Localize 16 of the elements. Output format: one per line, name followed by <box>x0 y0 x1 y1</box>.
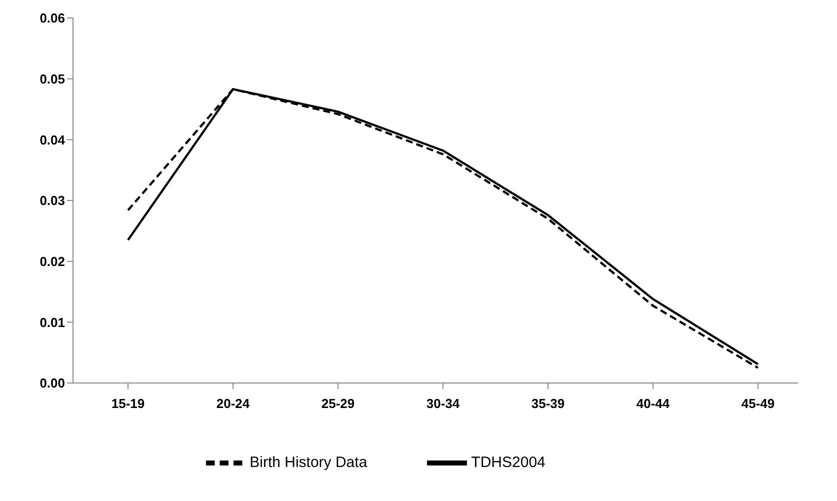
x-tick-label: 40-44 <box>636 396 670 412</box>
x-tick-label: 25-29 <box>321 396 355 412</box>
y-tick-label: 0.03 <box>40 193 65 208</box>
y-tick-label: 0.06 <box>40 10 65 26</box>
legend-label: TDHS2004 <box>471 454 546 471</box>
y-tick-label: 0.04 <box>40 132 66 148</box>
y-tick-label: 0.00 <box>40 376 65 391</box>
x-tick-label: 35-39 <box>531 396 565 412</box>
y-tick-label: 0.02 <box>40 254 65 269</box>
x-tick-label: 45-49 <box>741 396 775 412</box>
y-tick-label: 0.05 <box>40 71 65 86</box>
x-tick-label: 30-34 <box>426 396 460 412</box>
legend-label: Birth History Data <box>250 454 368 471</box>
x-tick-label: 15-19 <box>111 396 145 412</box>
x-tick-label: 20-24 <box>216 396 250 412</box>
y-tick-label: 0.01 <box>40 314 65 330</box>
